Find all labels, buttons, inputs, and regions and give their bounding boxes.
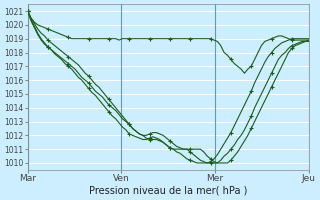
X-axis label: Pression niveau de la mer( hPa ): Pression niveau de la mer( hPa ) (89, 186, 247, 196)
